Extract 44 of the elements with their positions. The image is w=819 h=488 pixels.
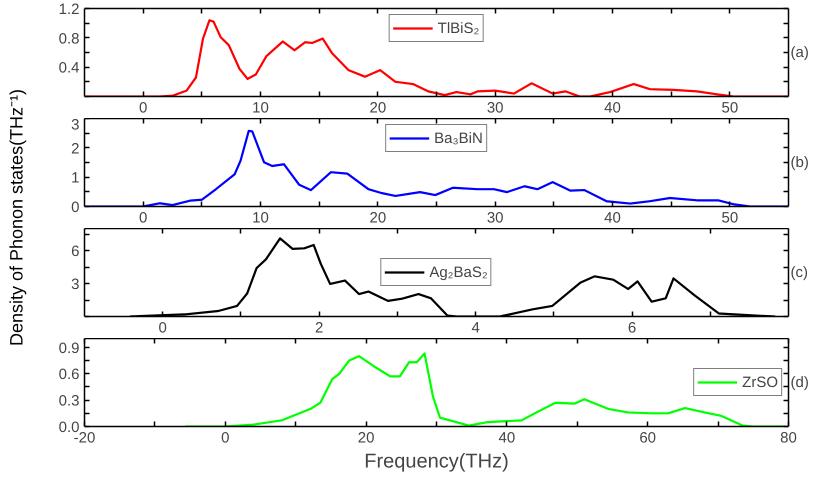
x-tick-label: 0: [221, 430, 230, 446]
text: (d): [790, 374, 809, 391]
y-tick-label: 0.8: [58, 30, 80, 48]
legend-label: TlBiS₂: [438, 20, 480, 36]
y-tick-label: 0.0: [58, 419, 80, 436]
x-tick-label: 20: [358, 430, 374, 446]
x-tick-label: 30: [486, 210, 504, 226]
y-tick-label: 1.2: [58, 1, 80, 18]
legend-label: Ag₂BaS₂: [429, 264, 488, 280]
text: (b): [790, 154, 809, 171]
y-tick-label: 3: [71, 276, 80, 293]
y-tick-label: 3: [71, 116, 80, 134]
x-tick-label: 0: [138, 210, 148, 226]
y-tick-label: 2: [71, 140, 80, 158]
x-tick-label: 10: [252, 210, 269, 226]
x-tick-label: 20: [369, 210, 386, 226]
legend-label: Ba₃BiN: [434, 130, 483, 146]
x-tick-label: 50: [721, 100, 738, 116]
x-tick-label: 50: [721, 210, 738, 226]
text: (a): [790, 44, 809, 61]
x-tick-label: 0: [138, 100, 148, 116]
text: (c): [790, 264, 808, 281]
x-tick-label: 80: [780, 430, 797, 446]
x-tick-label: 10: [252, 100, 269, 116]
x-tick-label: 40: [604, 210, 621, 226]
x-tick-label: 40: [498, 430, 516, 446]
y-tick-label: 0.9: [58, 340, 80, 357]
y-tick-label: 0.6: [58, 366, 80, 384]
x-tick-label: 6: [628, 320, 636, 336]
y-tick-label: 0: [71, 199, 80, 216]
legend-label: ZrSO: [742, 374, 778, 390]
y-tick-label: 0.4: [58, 60, 80, 77]
x-axis-title: Frequency(THz): [364, 450, 509, 472]
x-tick-label: 4: [471, 320, 480, 336]
x-tick-label: 40: [604, 100, 621, 116]
x-tick-label: 20: [369, 100, 386, 116]
y-tick-label: 0.3: [58, 392, 80, 410]
x-tick-label: 30: [486, 100, 504, 116]
x-tick-label: 0: [158, 320, 167, 336]
y-axis-title: Density of Phonon states(THz⁻¹): [6, 88, 26, 346]
y-tick-label: 6: [71, 243, 80, 260]
y-tick-label: 1: [71, 170, 80, 187]
x-tick-label: 60: [639, 430, 656, 446]
x-tick-label: 2: [314, 320, 324, 336]
